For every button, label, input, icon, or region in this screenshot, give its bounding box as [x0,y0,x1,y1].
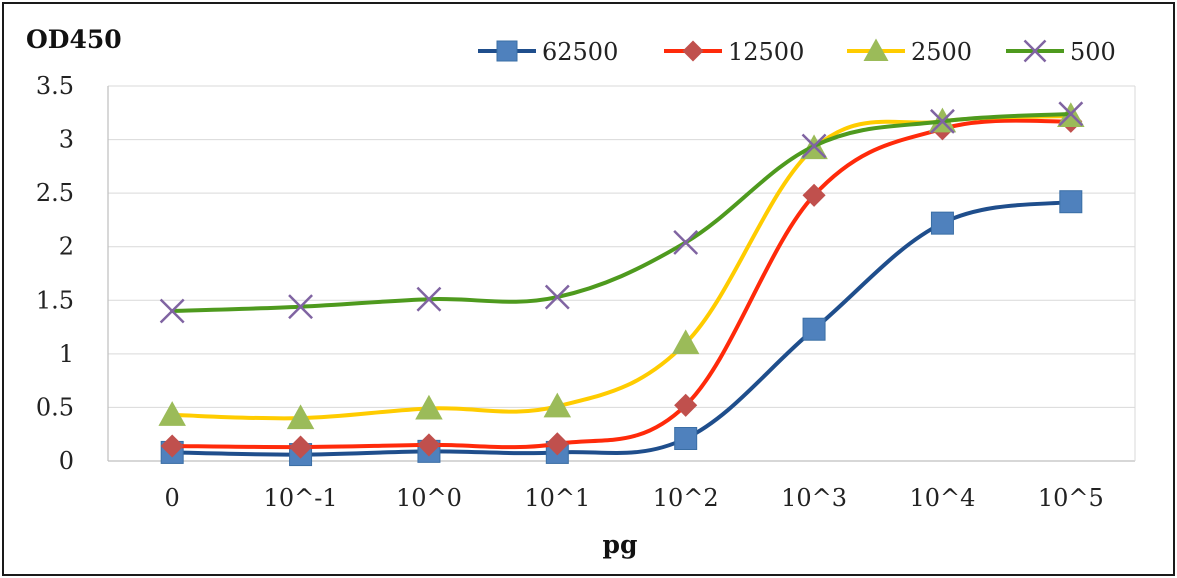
series-line [170,111,1073,313]
data-point [288,294,313,320]
y-tick-label: 0.5 [36,393,74,421]
y-tick-label: 3 [59,126,74,154]
x-tick-label: 0 [165,484,180,512]
data-point [417,433,441,457]
series-line [170,199,1073,457]
x-tick-label: 10^3 [781,484,847,512]
x-tick-label: 10^4 [909,484,975,512]
data-point [545,432,569,456]
legend-marker [682,40,704,62]
x-tick-label: 10^5 [1038,484,1104,512]
legend-label: 500 [1070,38,1116,66]
data-point [671,329,700,355]
data-point [930,108,955,134]
data-point [673,229,699,255]
x-tick-label: 10^0 [396,484,462,512]
legend-entry: 2500 [847,38,972,66]
data-point [674,393,698,417]
y-tick-label: 1 [59,340,74,368]
y-axis-title: OD450 [26,25,122,54]
x-axis-ticks: 0 10^-1 10^0 10^1 10^2 10^3 10^4 10^5 [165,484,1104,512]
data-point [802,183,826,207]
y-axis-ticks: 0 0.5 1 1.5 2 2.5 3 3.5 [36,72,74,475]
series-500 [159,101,1084,324]
legend-marker [496,40,518,62]
data-point [286,404,315,430]
x-tick-label: 10^-1 [264,484,338,512]
legend-label: 12500 [728,38,804,66]
data-point [289,435,313,459]
data-point [158,401,186,426]
legend-entry: 62500 [478,38,618,66]
y-tick-label: 2.5 [36,179,74,207]
data-point [544,284,570,310]
y-tick-label: 1.5 [36,286,74,314]
legend-entry: 12500 [664,38,804,66]
data-point [1059,190,1083,214]
data-point [416,286,442,312]
x-tick-label: 10^2 [653,484,719,512]
data-point [415,394,443,420]
x-tick-label: 10^1 [524,484,590,512]
legend-label: 62500 [542,38,618,66]
data-point [802,317,826,341]
y-tick-label: 3.5 [36,72,74,100]
series-group [158,101,1085,467]
data-point [801,133,827,159]
series-line [170,118,1073,450]
x-axis-title: pg [603,530,638,559]
legend-marker [1023,39,1047,63]
data-point [543,392,572,418]
legend-label: 2500 [911,38,972,66]
y-tick-label: 2 [59,233,74,261]
data-point [674,427,698,450]
data-point [1058,101,1084,127]
legend-entry: 500 [1006,38,1116,66]
y-tick-label: 0 [59,447,74,475]
gridlines [107,85,1136,462]
legend-marker [863,38,889,61]
legend: 62500 12500 2500 500 [478,38,1116,66]
data-point [930,211,954,235]
data-point [159,298,185,324]
data-point [160,434,184,458]
